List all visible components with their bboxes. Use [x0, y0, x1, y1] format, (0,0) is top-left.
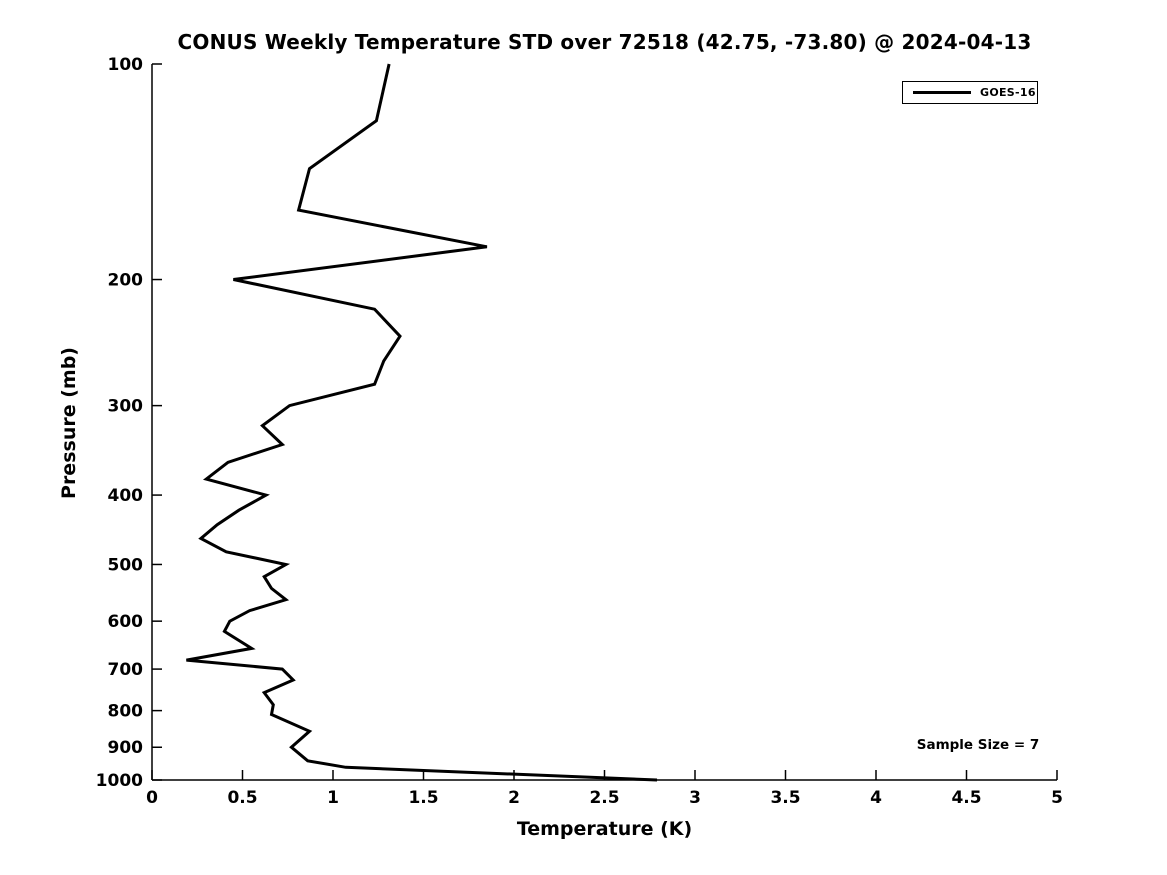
y-tick-label: 200	[108, 271, 144, 291]
y-tick-label: 700	[108, 660, 144, 680]
series-line-goes-16	[186, 63, 658, 782]
chart-title: CONUS Weekly Temperature STD over 72518 …	[177, 30, 1032, 54]
y-tick-label: 500	[108, 555, 144, 575]
sample-size-annotation: Sample Size = 7	[916, 737, 1040, 753]
x-axis-label: Temperature (K)	[516, 818, 693, 840]
x-tick-label: 0.5	[227, 788, 257, 808]
y-tick-label: 400	[108, 486, 144, 506]
x-tick-label: 0	[146, 788, 158, 808]
x-tick-label: 2	[508, 788, 520, 808]
y-tick-label: 300	[108, 397, 144, 417]
x-tick-label: 4	[870, 788, 882, 808]
y-tick-label: 600	[108, 612, 144, 632]
y-tick-label: 900	[108, 738, 144, 758]
x-tick-label: 3	[689, 788, 701, 808]
x-tick-label: 1.5	[408, 788, 438, 808]
legend-line-sample	[913, 91, 971, 94]
x-tick-label: 3.5	[770, 788, 800, 808]
y-tick-label: 1000	[96, 771, 143, 791]
x-tick-label: 1	[327, 788, 339, 808]
legend-series-label: GOES-16	[980, 86, 1036, 99]
x-tick-label: 5	[1051, 788, 1063, 808]
x-tick-label: 2.5	[589, 788, 619, 808]
y-tick-label: 800	[108, 702, 144, 722]
y-tick-label: 100	[108, 55, 144, 75]
legend: GOES-16	[902, 81, 1038, 104]
x-tick-label: 4.5	[951, 788, 981, 808]
